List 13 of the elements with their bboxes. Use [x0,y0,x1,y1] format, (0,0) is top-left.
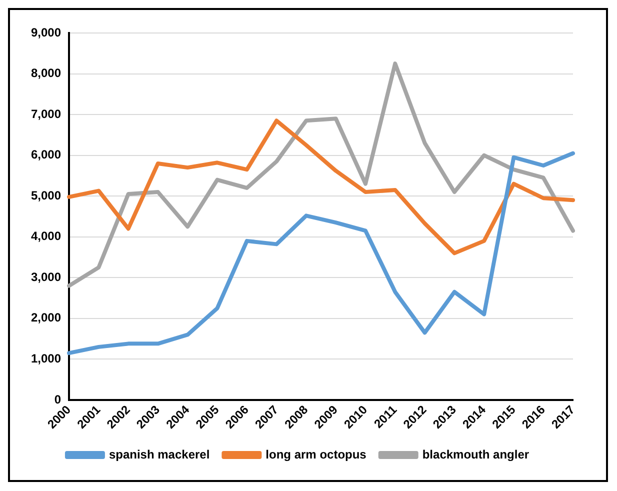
y-tick-label: 6,000 [31,148,62,162]
legend-label: long arm octopus [266,447,367,462]
y-tick-label: 2,000 [31,310,62,325]
legend-label: blackmouth angler [422,447,530,462]
y-tick-label: 0 [54,392,62,406]
y-tick-label: 7,000 [31,106,62,121]
legend-label: spanish mackerel [108,447,210,462]
y-tick-label: 8,000 [31,66,62,80]
y-tick-label: 4,000 [31,229,62,244]
y-tick-label: 1,000 [31,351,62,366]
y-tick-label: 9,000 [31,25,62,40]
y-tick-label: 5,000 [31,188,62,202]
y-tick-label: 3,000 [31,270,62,284]
